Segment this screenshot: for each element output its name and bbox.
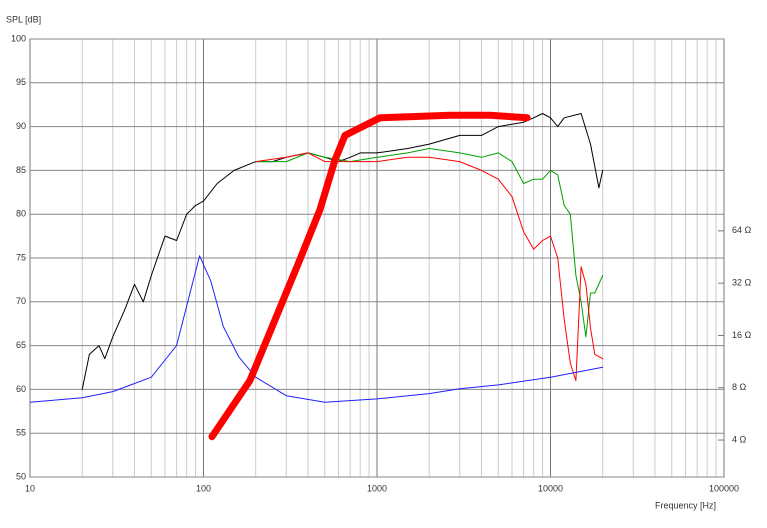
x-tick-label: 100000 [709, 483, 739, 493]
y-tick-label: 65 [16, 340, 26, 350]
series-line [255, 152, 604, 382]
y-tick-label: 90 [16, 121, 26, 131]
y-tick-label: 50 [16, 471, 26, 481]
y-axis-label: SPL [dB] [6, 14, 41, 24]
x-axis-label: Frequency [Hz] [655, 500, 716, 510]
y-tick-label: 60 [16, 384, 26, 394]
y2-tick-label: 32 Ω [732, 278, 752, 288]
series-line [29, 255, 604, 403]
x-tick-label: 10000 [538, 483, 563, 493]
y2-tick-label: 64 Ω [732, 225, 752, 235]
y-tick-label: 95 [16, 77, 26, 87]
x-tick-label: 1000 [367, 483, 387, 493]
y-tick-label: 55 [16, 428, 26, 438]
y2-tick-label: 8 Ω [732, 382, 747, 392]
x-tick-label: 10 [25, 483, 35, 493]
y-tick-label: 75 [16, 252, 26, 262]
series-line [208, 111, 531, 441]
y-tick-label: 70 [16, 296, 26, 306]
y-tick-label: 85 [16, 165, 26, 175]
y-tick-label: 100 [11, 33, 26, 43]
y2-tick-label: 16 Ω [732, 330, 752, 340]
y2-tick-label: 4 Ω [732, 434, 747, 444]
y-tick-label: 80 [16, 209, 26, 219]
x-tick-label: 100 [196, 483, 211, 493]
